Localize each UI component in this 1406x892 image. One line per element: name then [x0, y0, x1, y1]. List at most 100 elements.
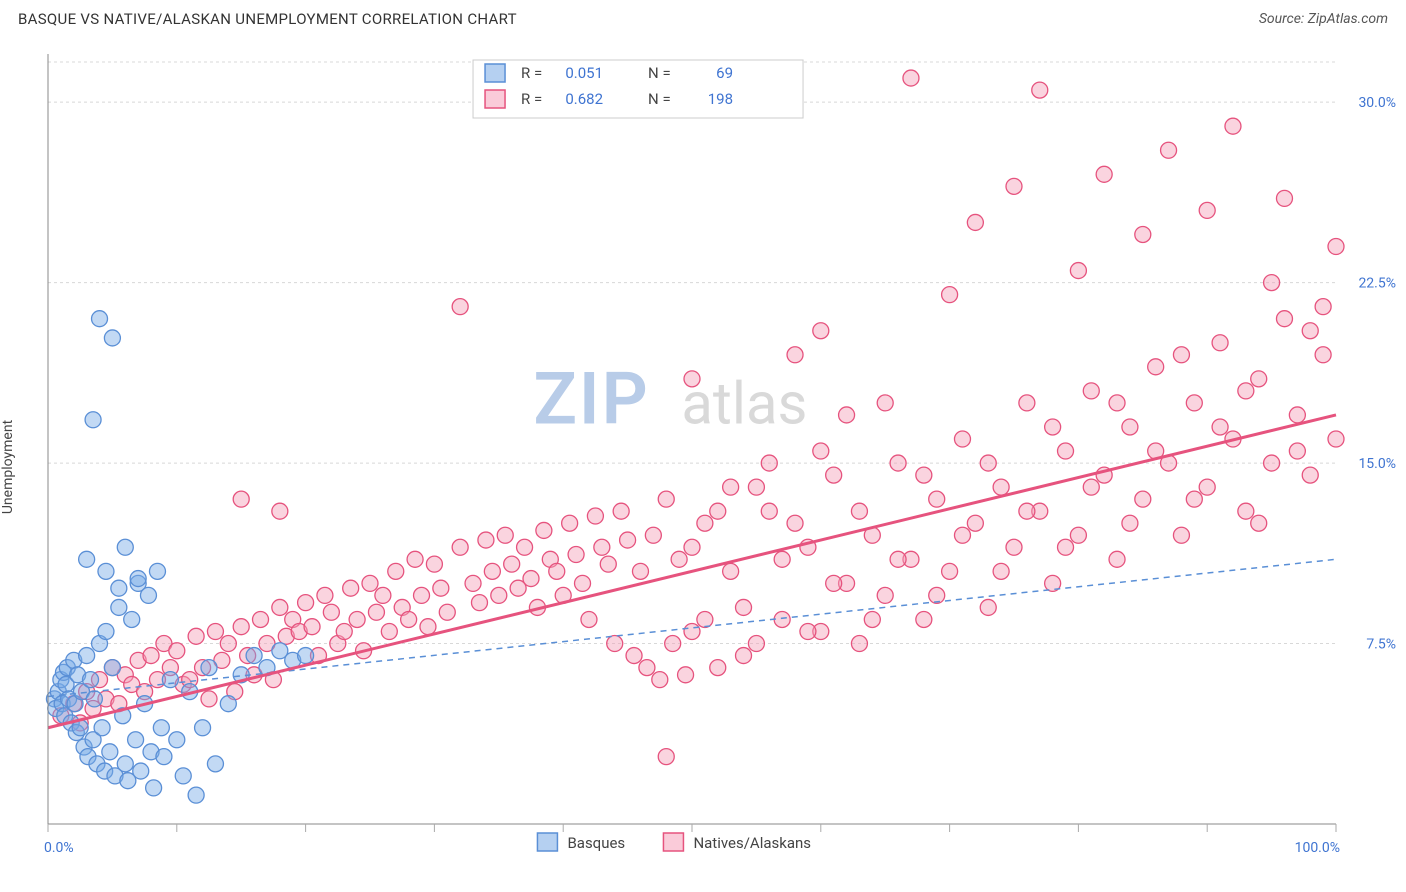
data-point [523, 571, 539, 587]
legend-n-value: 198 [708, 90, 733, 108]
legend-r-label: R = [521, 64, 542, 82]
data-point [639, 660, 655, 676]
data-point [736, 648, 752, 664]
data-point [162, 672, 178, 688]
data-point [942, 287, 958, 303]
source-attribution: Source: ZipAtlas.com [1259, 11, 1388, 27]
data-point [140, 587, 156, 603]
data-point [375, 587, 391, 603]
data-point [723, 563, 739, 579]
legend-swatch [485, 64, 505, 82]
data-point [993, 563, 1009, 579]
data-point [1289, 407, 1305, 423]
data-point [1083, 479, 1099, 495]
data-point [298, 648, 314, 664]
data-point [94, 720, 110, 736]
legend-series-label: Natives/Alaskans [693, 834, 811, 852]
data-point [497, 527, 513, 543]
data-point [1045, 419, 1061, 435]
data-point [517, 539, 533, 555]
data-point [1251, 515, 1267, 531]
data-point [1328, 239, 1344, 255]
data-point [323, 604, 339, 620]
data-point [723, 479, 739, 495]
data-point [1186, 395, 1202, 411]
watermark: ZIP [533, 357, 649, 442]
data-point [678, 667, 694, 683]
data-point [1161, 142, 1177, 158]
data-point [710, 660, 726, 676]
legend-n-value: 69 [716, 64, 733, 82]
data-point [1173, 527, 1189, 543]
y-tick-label: 22.5% [1358, 276, 1396, 292]
data-point [1032, 82, 1048, 98]
data-point [774, 551, 790, 567]
data-point [433, 580, 449, 596]
data-point [465, 575, 481, 591]
data-point [658, 749, 674, 765]
data-point [368, 604, 384, 620]
data-point [169, 732, 185, 748]
x-tick-label: 0.0% [44, 840, 74, 856]
data-point [439, 604, 455, 620]
data-point [484, 563, 500, 579]
data-point [1019, 503, 1035, 519]
data-point [1006, 539, 1022, 555]
data-point [272, 503, 288, 519]
data-point [613, 503, 629, 519]
data-point [748, 479, 764, 495]
data-point [414, 587, 430, 603]
data-point [1019, 395, 1035, 411]
data-point [568, 547, 584, 563]
data-point [79, 648, 95, 664]
data-point [478, 532, 494, 548]
data-point [426, 556, 442, 572]
data-point [1070, 263, 1086, 279]
data-point [85, 412, 101, 428]
data-point [1264, 275, 1280, 291]
data-point [407, 551, 423, 567]
data-point [220, 696, 236, 712]
data-point [1238, 503, 1254, 519]
data-point [980, 455, 996, 471]
legend-swatch [485, 90, 505, 108]
data-point [1122, 419, 1138, 435]
data-point [195, 720, 211, 736]
data-point [102, 744, 118, 760]
data-point [207, 756, 223, 772]
data-point [774, 611, 790, 627]
data-point [343, 580, 359, 596]
data-point [710, 503, 726, 519]
legend-n-label: N = [648, 90, 671, 108]
data-point [98, 624, 114, 640]
data-point [298, 595, 314, 611]
data-point [967, 214, 983, 230]
data-point [220, 636, 236, 652]
data-point [98, 563, 114, 579]
data-point [1238, 383, 1254, 399]
data-point [967, 515, 983, 531]
data-point [1006, 178, 1022, 194]
data-point [942, 563, 958, 579]
data-point [864, 611, 880, 627]
data-point [130, 571, 146, 587]
data-point [929, 491, 945, 507]
data-point [684, 371, 700, 387]
data-point [1199, 479, 1215, 495]
data-point [381, 624, 397, 640]
data-point [1135, 226, 1151, 242]
data-point [86, 691, 102, 707]
data-point [826, 575, 842, 591]
data-point [1276, 190, 1292, 206]
legend-swatch [663, 833, 683, 851]
data-point [153, 720, 169, 736]
data-point [620, 532, 636, 548]
data-point [600, 556, 616, 572]
data-point [916, 467, 932, 483]
data-point [536, 522, 552, 538]
data-point [201, 660, 217, 676]
data-point [575, 575, 591, 591]
data-point [175, 768, 191, 784]
data-point [916, 611, 932, 627]
data-point [253, 611, 269, 627]
